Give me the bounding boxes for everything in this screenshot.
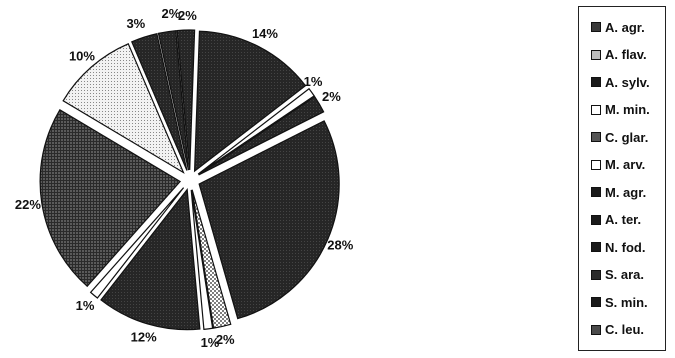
legend-label: C. leu.: [605, 322, 645, 337]
legend-swatch: [591, 132, 601, 142]
slice-label: 3%: [126, 16, 145, 31]
slice-label: 1%: [201, 335, 220, 350]
pie-slice: [157, 30, 190, 171]
slice-label: 1%: [76, 298, 95, 313]
legend-label: S. min.: [605, 294, 648, 310]
legend: A. agr. A. flav. A. sylv. M. min. C. glar. M.…: [578, 6, 666, 351]
legend-swatch: [591, 297, 601, 307]
legend-label: M. arv.: [605, 157, 646, 172]
pie-slice: [89, 187, 185, 299]
legend-item: M. arv.: [591, 157, 645, 173]
pie-slices: [39, 29, 340, 331]
legend-item: C. glar.: [591, 129, 648, 145]
legend-swatch: [591, 187, 601, 197]
legend-swatch: [591, 159, 601, 170]
pie-slice: [190, 189, 214, 331]
pie-slice: [198, 120, 340, 320]
legend-item: S. min.: [591, 294, 648, 310]
legend-label: M. min.: [605, 102, 650, 117]
legend-label: A. sylv.: [605, 74, 650, 90]
slice-label: 2%: [162, 6, 181, 21]
slice-label: 2%: [216, 332, 235, 347]
pie-slice: [197, 87, 316, 175]
legend-item: S. ara.: [591, 267, 644, 283]
legend-item: C. leu.: [591, 322, 644, 338]
slice-label: 28%: [327, 238, 353, 253]
legend-label: A. ter.: [605, 212, 642, 227]
slice-label: 2%: [322, 89, 341, 104]
legend-item: M. min.: [591, 102, 650, 118]
legend-item: A. ter.: [591, 212, 641, 228]
legend-item: N. fod.: [591, 239, 645, 255]
legend-swatch: [591, 49, 601, 60]
slice-label: 12%: [131, 329, 157, 344]
legend-swatch: [591, 22, 601, 32]
legend-label: C. glar.: [605, 129, 649, 145]
legend-swatch: [591, 324, 601, 335]
slice-label: 14%: [252, 26, 278, 41]
legend-swatch: [591, 104, 601, 115]
legend-item: M. agr.: [591, 184, 646, 200]
legend-label: N. fod.: [605, 239, 646, 255]
slice-label: 2%: [178, 8, 197, 23]
pie-labels: 2%28%2%1%12%1%22%10%3%2%2%14%1%: [15, 6, 354, 350]
pie-chart: 2%28%2%1%12%1%22%10%3%2%2%14%1%: [15, 6, 354, 350]
slice-label: 10%: [69, 49, 95, 64]
slice-label: 1%: [304, 74, 323, 89]
legend-label: S. ara.: [605, 267, 645, 282]
pie-slice: [100, 188, 201, 331]
pie-slice: [62, 43, 185, 174]
legend-label: M. agr.: [605, 184, 647, 200]
legend-item: A. sylv.: [591, 74, 650, 90]
pie-slice: [193, 30, 307, 173]
legend-label: A. agr.: [605, 19, 645, 35]
pie-slice: [39, 109, 182, 288]
legend-item: A. agr.: [591, 19, 645, 35]
legend-swatch: [591, 242, 601, 252]
pie-slice: [131, 33, 188, 171]
legend-swatch: [591, 269, 601, 280]
pie-slice: [191, 189, 232, 329]
legend-swatch: [591, 77, 601, 87]
slice-label: 22%: [15, 197, 41, 212]
pie-slice: [198, 95, 325, 176]
pie-slice: [176, 29, 196, 171]
legend-item: A. flav.: [591, 47, 647, 63]
legend-swatch: [591, 214, 601, 225]
legend-label: A. flav.: [605, 47, 647, 62]
